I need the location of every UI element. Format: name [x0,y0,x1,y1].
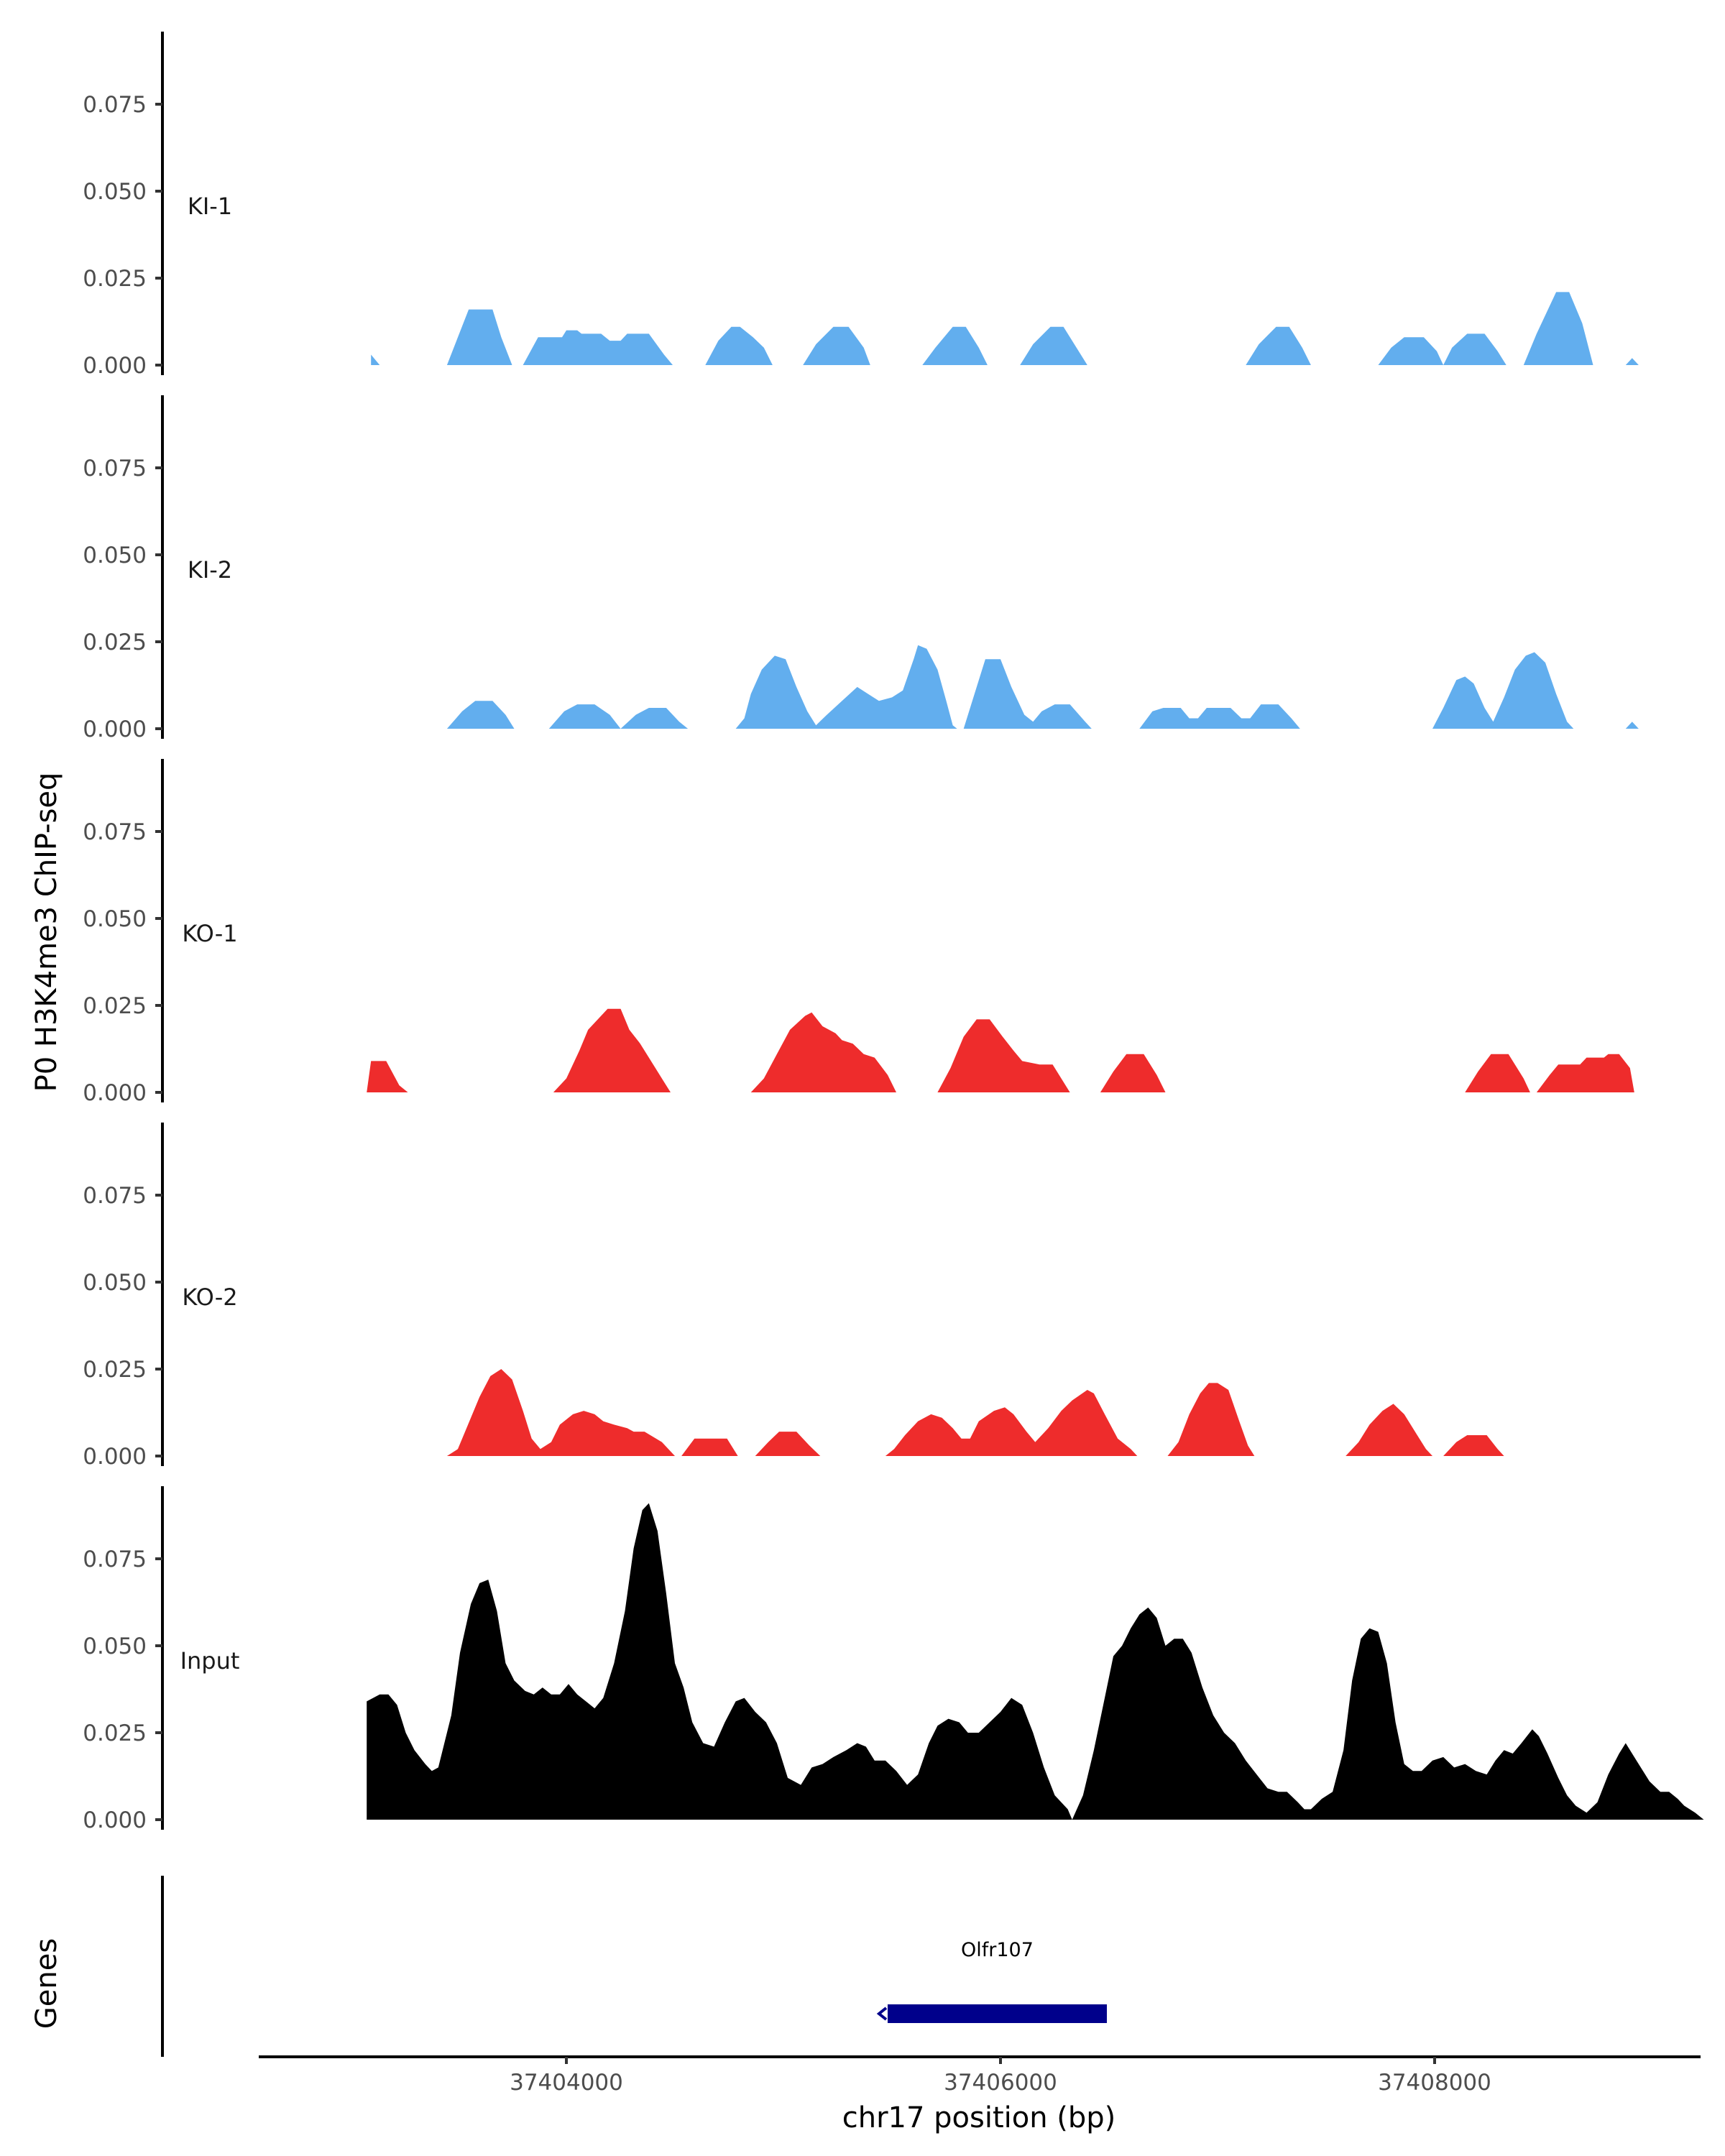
gene-body [887,2004,1107,2023]
y-tick-label: 0.075 [83,1547,147,1572]
y-tick-label: 0.000 [83,1444,147,1470]
x-tick-label: 37406000 [944,2070,1057,2096]
track-label: Input [180,1647,240,1674]
y-tick-label: 0.075 [83,819,147,845]
track-label: KI-1 [188,193,232,220]
track-ko-1: 0.000 0.025 0.050 0.075 KO-1 [83,759,1634,1106]
y-tick-label: 0.025 [83,630,147,655]
y-tick-label: 0.050 [83,1634,147,1659]
y-tick-label: 0.000 [83,1080,147,1106]
y-tick-label: 0.000 [83,1807,147,1833]
y-tick-label: 0.025 [83,266,147,292]
y-tick-label: 0.075 [83,456,147,482]
x-tick-label: 37408000 [1378,2070,1491,2096]
y-tick-label: 0.050 [83,906,147,932]
coverage-area-ko-2 [446,1369,1504,1456]
coverage-tracks: 0.0000.0250.0500.075KI-10.0000.0250.0500… [83,32,1725,1833]
x-axis: 37404000 37406000 37408000 [259,2055,1701,2096]
x-tick-label: 37404000 [510,2070,623,2096]
coverage-area-ki-2 [446,645,1639,729]
y-tick-label: 0.050 [83,179,147,205]
strand-arrow-icon [876,2007,888,2021]
y-tick-label: 0.075 [83,92,147,118]
y-tick-label: 0.000 [83,717,147,742]
track-ko-2: 0.000 0.025 0.050 0.075 KO-2 [83,1123,1504,1470]
x-axis-title: chr17 position (bp) [842,2101,1116,2134]
track-label: KO-2 [182,1284,237,1311]
y-tick-label: 0.050 [83,543,147,568]
genes-panel: Olfr107 [161,1876,1107,2057]
y-axis-title: P0 H3K4me3 ChIP-seq [30,773,63,1092]
y-tick-label: 0.025 [83,1357,147,1383]
genes-axis-title: Genes [30,1938,63,2029]
y-tick-label: 0.000 [83,353,147,379]
coverage-area-ko-1 [367,1008,1634,1092]
y-tick-label: 0.050 [83,1270,147,1296]
gene-label: Olfr107 [961,1939,1034,1961]
track-ki-2: 0.000 0.025 0.050 0.075 KI-2 [83,395,1639,742]
y-tick-label: 0.025 [83,1720,147,1746]
track-label: KO-1 [182,920,237,947]
coverage-area-ki-1 [371,292,1639,365]
track-label: KI-2 [188,556,232,584]
coverage-area-input [367,1503,1725,1820]
track-input: 0.000 0.025 0.050 0.075 Input [83,1486,1725,1833]
track-ki-1: 0.000 0.025 0.050 0.075 KI-1 [83,32,1639,379]
y-tick-label: 0.025 [83,993,147,1019]
y-tick-label: 0.075 [83,1183,147,1209]
